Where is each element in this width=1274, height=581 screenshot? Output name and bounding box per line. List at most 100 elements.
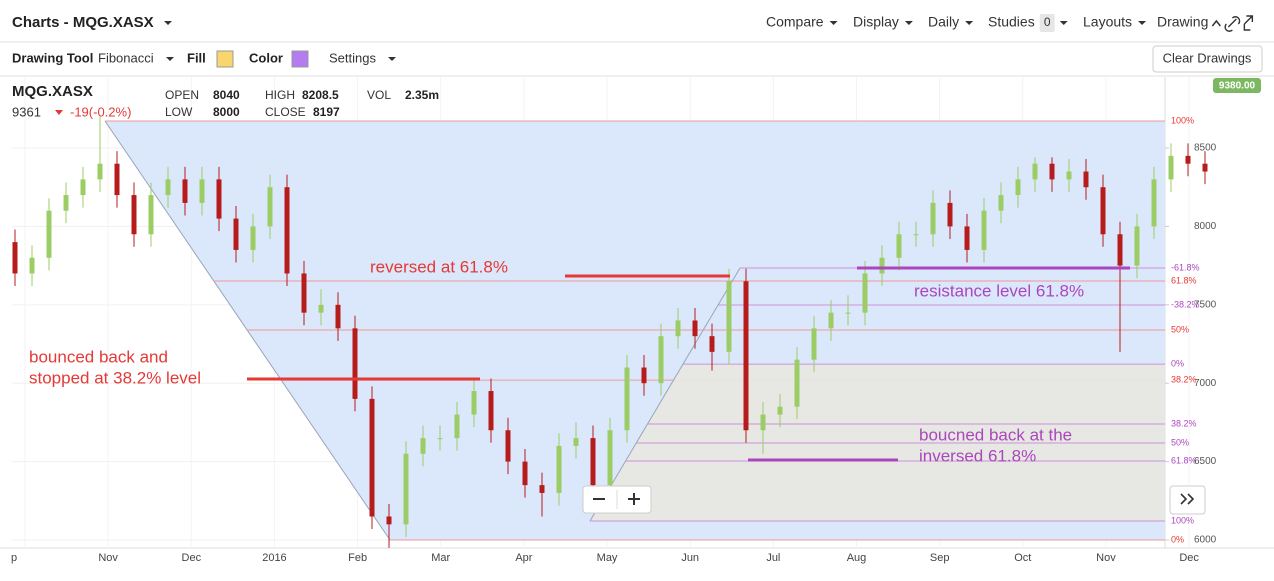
price-tag — [1213, 78, 1261, 93]
candle-body — [284, 187, 290, 274]
caret[interactable] — [166, 57, 174, 61]
candle-body — [199, 179, 205, 203]
high-label: HIGH — [265, 88, 295, 102]
fib-level-label: -38.2% — [1171, 299, 1200, 309]
x-tick-label: Sep — [930, 552, 950, 564]
annotation-text[interactable]: resistance level 61.8% — [914, 281, 1084, 300]
clear-button[interactable] — [1152, 45, 1263, 73]
candle-body — [964, 226, 970, 250]
color-swatch[interactable] — [291, 50, 309, 68]
fill-label: Fill — [187, 50, 206, 65]
symbol: MQG.XASX — [12, 83, 93, 100]
x-tick-label: 2016 — [262, 552, 286, 564]
candle-body — [590, 438, 596, 486]
link-icon[interactable] — [1224, 16, 1241, 32]
badge — [1039, 14, 1055, 32]
candle-body — [607, 430, 613, 486]
candle-body — [539, 485, 545, 493]
open-label: OPEN — [165, 88, 199, 102]
change: -19(-0.2%) — [70, 104, 131, 119]
candle-body — [471, 391, 477, 415]
x-tick-label: Feb — [348, 552, 367, 564]
candle-body — [641, 367, 647, 384]
expand-icon[interactable] — [1243, 15, 1254, 31]
annotation-text[interactable]: stopped at 38.2% level — [29, 368, 201, 387]
annotation-text[interactable]: inversed 61.8% — [919, 446, 1036, 465]
x-tick-label: Dec — [182, 552, 202, 564]
fib-level-label: 38.2% — [1171, 418, 1197, 428]
candle-body — [794, 359, 800, 407]
candle-body — [318, 304, 324, 313]
menu-item[interactable]: Compare — [766, 14, 824, 30]
candle-body — [760, 414, 766, 431]
candle-body — [80, 179, 86, 196]
caret[interactable] — [904, 21, 913, 25]
caret[interactable] — [164, 21, 172, 25]
fib-level-label: -61.8% — [1171, 262, 1200, 272]
annotation-text[interactable]: boucned back at the — [919, 425, 1072, 444]
candle-body — [267, 187, 273, 227]
x-tick-label: Apr — [515, 552, 532, 564]
menu-item[interactable]: Daily — [928, 14, 959, 30]
candle-body — [1083, 171, 1089, 188]
settings-menu[interactable]: Settings — [329, 50, 376, 65]
fib-level-label: 0% — [1171, 534, 1184, 544]
candle-body — [131, 195, 137, 235]
fib-trendline — [589, 267, 741, 522]
chevrons[interactable] — [1180, 493, 1195, 505]
drawing-tool-select[interactable]: Fibonacci — [98, 50, 154, 65]
app-title[interactable]: Charts - MQG.XASX — [12, 14, 154, 31]
high-value: 8208.5 — [302, 88, 339, 102]
caret[interactable] — [965, 21, 974, 25]
candle-body — [114, 163, 120, 196]
candle-body — [675, 320, 681, 337]
candle-body — [1049, 163, 1055, 180]
x-tick-label: Nov — [98, 552, 118, 564]
candle-body — [1151, 179, 1157, 227]
annotation-text[interactable]: reversed at 61.8% — [370, 257, 508, 276]
down-arrow — [55, 110, 63, 115]
caret[interactable] — [1059, 21, 1068, 25]
x-tick-label: Mar — [431, 552, 450, 564]
candle-body — [1168, 155, 1174, 180]
candle-body — [896, 234, 902, 258]
candle-body — [573, 438, 579, 446]
candle-body — [1134, 226, 1140, 266]
scroll-end-button[interactable] — [1169, 485, 1206, 515]
menu-item[interactable]: Layouts — [1083, 14, 1132, 30]
caret[interactable] — [1138, 21, 1147, 25]
fib-level-label: 100% — [1171, 515, 1194, 525]
candle-body — [1202, 163, 1208, 172]
menu-item[interactable]: Studies — [988, 14, 1035, 30]
x-tick-label: May — [597, 552, 618, 564]
price-tag-label: 9380.00 — [1219, 81, 1256, 92]
drawing-tool-label: Drawing Tool — [12, 50, 93, 65]
candle-body — [743, 281, 749, 431]
fib-level-label: 50% — [1171, 324, 1189, 334]
candle-body — [658, 336, 664, 384]
y-tick-label: 6000 — [1194, 535, 1217, 546]
menu-item[interactable]: Display — [853, 14, 899, 30]
zoom-in[interactable] — [628, 493, 640, 505]
caret[interactable] — [829, 21, 838, 25]
candle-body — [845, 312, 851, 314]
fib-level-label: 0% — [1171, 358, 1184, 368]
candle-body — [930, 202, 936, 235]
candle-body — [301, 273, 307, 313]
low-value: 8000 — [213, 105, 240, 119]
menu-item[interactable]: Drawing — [1157, 14, 1208, 30]
annotation-text[interactable]: bounced back and — [29, 347, 168, 366]
caret[interactable] — [388, 57, 396, 61]
candle-body — [1066, 171, 1072, 180]
fib-level-label: 50% — [1171, 437, 1189, 447]
fill-swatch[interactable] — [216, 50, 234, 68]
fib-level-label: 61.8% — [1171, 455, 1197, 465]
x-tick-label: Oct — [1014, 552, 1031, 564]
collapse-icon[interactable] — [1211, 19, 1221, 27]
close-value: 8197 — [313, 105, 340, 119]
candle-body — [233, 218, 239, 250]
y-tick-label: 8500 — [1194, 143, 1217, 154]
clear-button-label[interactable]: Clear Drawings — [1163, 50, 1252, 65]
candle-body — [182, 179, 188, 203]
